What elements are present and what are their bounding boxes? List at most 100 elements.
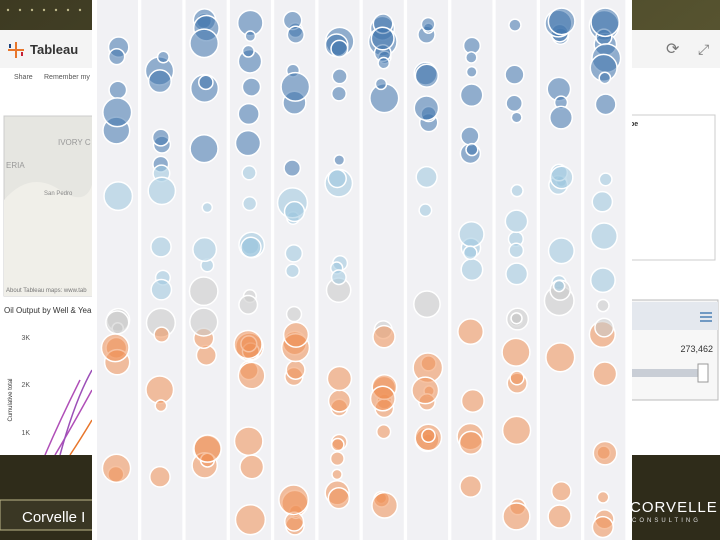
bubble [414, 63, 439, 88]
remember[interactable]: Remember my c [44, 74, 96, 81]
bubble [458, 430, 484, 455]
bubble [149, 465, 171, 488]
bubble [101, 453, 132, 484]
bubble [286, 25, 305, 44]
bubble [462, 245, 478, 261]
bubble [239, 454, 265, 480]
slider-value: 273,462 [680, 344, 713, 354]
y-tick: 3K [21, 335, 30, 342]
bubble [504, 209, 529, 234]
bubble [244, 30, 257, 42]
bubble [413, 95, 440, 122]
tableau-logo [8, 42, 24, 58]
bubble [192, 236, 218, 263]
bubble [100, 333, 130, 363]
bubble [458, 220, 485, 248]
bubble [237, 102, 260, 126]
bubble [234, 503, 267, 536]
bubble [278, 484, 310, 516]
bubble [105, 310, 130, 335]
bubble [327, 168, 347, 189]
bubble [508, 242, 525, 259]
bubble [241, 44, 255, 58]
bubble [329, 451, 345, 467]
bubble [592, 361, 618, 387]
bubble [374, 77, 388, 91]
bubble [501, 337, 531, 367]
bubble [590, 222, 618, 251]
bubble [331, 68, 348, 85]
bubble [552, 279, 566, 293]
bubble [147, 176, 177, 206]
footer-box [0, 499, 96, 531]
bubble [589, 267, 616, 294]
bubble [598, 172, 613, 187]
slider-thumb[interactable] [697, 363, 709, 383]
map-credit: About Tableau maps: www.tab [6, 288, 87, 294]
bubble [153, 326, 170, 343]
chart-title: Oil Output by Well & Year [4, 306, 94, 315]
bubble [327, 486, 351, 510]
bubble [547, 237, 575, 265]
bubble [241, 77, 262, 97]
bubble [591, 190, 614, 213]
bubble [510, 111, 523, 124]
bubble [233, 329, 263, 360]
app-name: Tableau [30, 42, 78, 57]
bubble [371, 491, 399, 519]
bubble [193, 434, 222, 463]
bubble [504, 64, 525, 85]
bubble [188, 276, 219, 307]
bubble [282, 321, 310, 348]
bubble [596, 490, 610, 504]
slider-track[interactable] [628, 369, 708, 377]
bubble [460, 126, 480, 146]
bubble-overlay [92, 0, 632, 540]
refresh-icon[interactable]: ⟳ [666, 41, 680, 58]
tagline: CONSULTING [632, 518, 701, 524]
bubble [465, 51, 478, 64]
bubble [505, 94, 523, 113]
bubble [333, 154, 346, 167]
bubble [590, 7, 621, 38]
y-tick: 1K [21, 430, 30, 437]
bubble [459, 475, 483, 498]
bubble [465, 65, 478, 78]
bubble [547, 7, 576, 36]
bubble [508, 18, 522, 32]
bubble [330, 85, 347, 102]
bubble [594, 317, 615, 338]
bubble [598, 71, 612, 85]
bubble [510, 312, 523, 325]
title-dots [6, 8, 82, 12]
bubble [108, 80, 128, 100]
bubble [326, 365, 353, 392]
share[interactable]: Share [14, 74, 33, 81]
bubble [415, 165, 438, 189]
bubble [237, 361, 266, 390]
bubble [377, 56, 391, 70]
bubble [460, 388, 485, 413]
bubble [505, 262, 529, 286]
bubble [327, 389, 352, 413]
bubble [107, 47, 126, 66]
bubble [238, 294, 259, 315]
bubble [591, 515, 614, 539]
bubble [102, 97, 133, 128]
fullscreen-icon[interactable]: ⤢ [698, 41, 709, 57]
bubble [198, 74, 214, 91]
bubble [460, 258, 484, 282]
menu-icon[interactable] [700, 312, 712, 322]
bubble [421, 428, 436, 443]
bubble [233, 426, 264, 457]
bubble [330, 437, 345, 452]
bubble [189, 133, 219, 164]
bubble [549, 165, 574, 190]
bubble [242, 196, 258, 212]
bubble [330, 269, 347, 286]
bubble [103, 181, 134, 212]
bubble [284, 244, 304, 263]
bubble [510, 183, 524, 198]
bubble [285, 263, 300, 279]
y-tick: 2K [21, 382, 30, 389]
